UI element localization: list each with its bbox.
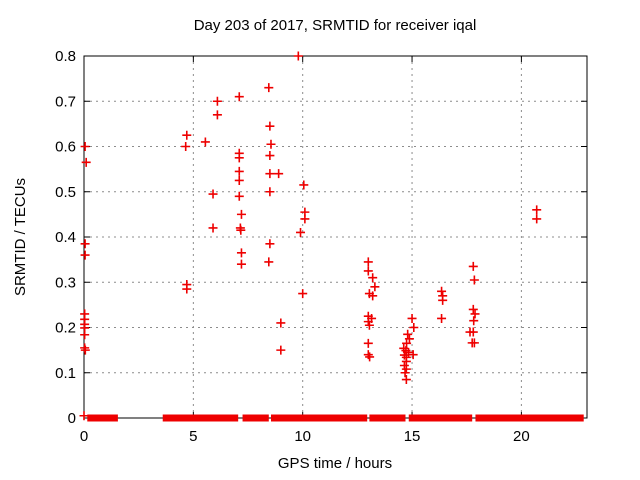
data-point-marker [265, 187, 275, 197]
x-tick-label: 5 [189, 428, 197, 445]
y-tick-label: 0.1 [55, 365, 76, 382]
data-point-marker [236, 248, 246, 258]
data-point-marker [208, 189, 218, 199]
zero-value-band-segment [242, 414, 269, 422]
y-tick-label: 0.5 [55, 184, 76, 201]
data-point-marker [234, 166, 244, 176]
y-tick-label: 0.3 [55, 274, 76, 291]
data-point-marker [236, 259, 246, 269]
data-point-marker [181, 142, 191, 151]
data-point-marker [80, 239, 90, 249]
data-point-marker [274, 169, 284, 179]
data-point-marker [404, 334, 414, 344]
x-tick-label: 20 [513, 428, 530, 445]
data-point-marker [469, 316, 479, 326]
data-point-marker [266, 139, 276, 149]
data-point-marker [470, 309, 480, 319]
y-tick-label: 0.2 [55, 320, 76, 337]
data-point-marker [408, 350, 418, 360]
x-tick-label: 15 [404, 428, 421, 445]
data-point-marker [234, 92, 244, 102]
data-point-marker [81, 157, 91, 167]
data-point-marker [296, 227, 306, 237]
data-point-marker [409, 323, 419, 332]
data-point-marker [182, 284, 192, 294]
data-point-marker [264, 257, 274, 267]
zero-value-band-segment [162, 414, 239, 422]
data-point-marker [363, 266, 373, 276]
data-point-marker [80, 142, 90, 151]
data-point-marker [293, 51, 303, 61]
data-point-marker [407, 313, 417, 323]
data-point-marker [80, 345, 90, 355]
y-tick-label: 0 [68, 410, 76, 427]
data-point-marker [401, 356, 411, 366]
data-point-marker [236, 209, 246, 219]
y-axis-label: SRMTID / TECUs [12, 178, 29, 296]
chart-title: Day 203 of 2017, SRMTID for receiver iqa… [194, 17, 477, 34]
data-point-marker [212, 96, 222, 106]
zero-value-band-segment [270, 414, 368, 422]
zero-value-band-segment [475, 414, 584, 422]
y-tick-label: 0.8 [55, 48, 76, 65]
zero-value-band-segment [87, 414, 118, 422]
data-point-marker [299, 180, 309, 190]
data-point-marker [265, 169, 275, 179]
data-point-marker [363, 350, 373, 360]
plot-area: 0 5 10 15 20 0 0.1 0.2 0.3 0.4 0.5 0.6 0.7 0.8 [55, 48, 588, 445]
data-point-marker [469, 338, 479, 348]
data-point-marker [368, 291, 378, 301]
data-point-marker [468, 327, 478, 337]
data-point-marker [264, 83, 274, 93]
data-point-marker [298, 289, 308, 299]
y-tick-label: 0.7 [55, 93, 76, 110]
data-point-marker [363, 338, 373, 348]
x-axis-label: GPS time / hours [278, 455, 392, 472]
data-point-marker [200, 137, 210, 147]
data-point-marker [265, 151, 275, 161]
data-point-marker [437, 313, 447, 323]
data-point-marker [532, 205, 542, 215]
data-point-marker [468, 261, 478, 271]
data-point-marker [79, 411, 89, 421]
data-point-marker [403, 329, 413, 339]
data-point-marker [370, 282, 380, 292]
data-point-marker [80, 250, 90, 260]
data-point-marker [234, 175, 244, 185]
data-point-marker [400, 368, 410, 378]
data-point-marker [212, 110, 222, 120]
data-point-marker [368, 273, 378, 283]
y-tick-label: 0.6 [55, 139, 76, 156]
x-tick-label: 0 [80, 428, 88, 445]
zero-value-band-segment [408, 414, 473, 422]
data-point-marker [401, 375, 411, 385]
data-point-marker [365, 352, 375, 362]
data-point-marker [438, 295, 448, 305]
data-point-marker [182, 130, 192, 140]
data-point-marker [276, 345, 286, 355]
data-point-marker [80, 330, 90, 340]
data-point-marker [234, 153, 244, 163]
data-point-marker [208, 223, 218, 233]
zero-value-band-segment [369, 414, 406, 422]
data-point-marker [300, 214, 310, 224]
data-point-marker [437, 286, 447, 296]
data-point-marker [468, 304, 478, 314]
data-point-marker [276, 318, 286, 328]
data-point-marker [363, 257, 373, 267]
x-tick-label: 10 [294, 428, 311, 445]
data-point-marker [532, 214, 542, 224]
y-tick-label: 0.4 [55, 229, 76, 246]
data-point-marker [234, 191, 244, 201]
data-point-marker [265, 121, 275, 131]
data-point-marker [469, 275, 479, 285]
data-point-marker [364, 320, 374, 330]
data-point-marker [265, 239, 275, 249]
data-point-marker [236, 225, 246, 235]
